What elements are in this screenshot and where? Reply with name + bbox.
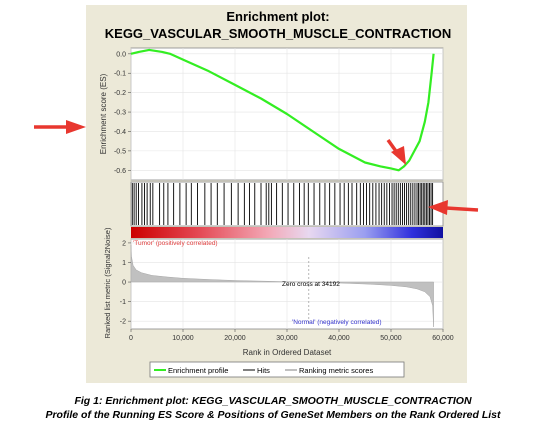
normal-label: 'Normal' (negatively correlated) [292,319,382,326]
es-y-tick-label: -0.4 [114,129,126,136]
es-y-tick-label: -0.5 [114,148,126,155]
es-y-tick-label: 0.0 [116,51,126,58]
es-y-ticks: 0.0 -0.1 -0.2 -0.3 -0.4 -0.5 -0.6 [114,51,131,175]
es-y-tick-label: -0.6 [114,168,126,175]
es-y-axis-label: Enrichment score (ES) [99,73,108,154]
es-grid [130,48,444,180]
figure-title-line1: Enrichment plot: [226,9,329,24]
metric-y-tick-label: -1 [120,299,126,306]
figure-caption-line2: Profile of the Running ES Score & Positi… [45,409,501,421]
figure-caption-line1: Fig 1: Enrichment plot: KEGG_VASCULAR_SM… [74,395,472,407]
metric-y-tick-label: 2 [122,240,126,247]
metric-x-ticks: 0 10,000 20,000 30,000 40,000 50,000 60,000 [129,329,454,342]
es-y-tick-label: -0.2 [114,90,126,97]
metric-y-axis-label: Ranked list metric (Signal2Noise) [103,227,112,338]
es-y-tick-label: -0.3 [114,110,126,117]
metric-y-tick-label: 1 [122,260,126,267]
legend-hits-label: Hits [257,366,270,375]
figure-title-line2: KEGG_VASCULAR_SMOOTH_MUSCLE_CONTRACTION [105,26,451,41]
annotation-arrow-hits [428,200,479,215]
metric-x-tick-label: 50,000 [380,335,402,342]
metric-x-axis-label: Rank in Ordered Dataset [243,348,332,357]
geneset-hits [131,183,434,225]
hits-area [130,181,444,227]
metric-y-ticks: 2 1 0 -1 -2 [120,240,131,326]
annotation-arrow-left [34,120,86,134]
annotation-arrow-minimum [386,138,406,165]
rank-color-bar [131,227,443,238]
metric-x-tick-label: 10,000 [172,335,194,342]
zero-cross-label: Zero cross at 34192 [282,281,340,288]
metric-y-tick-label: -2 [120,319,126,326]
legend-enrichment-label: Enrichment profile [168,366,228,375]
metric-y-tick-label: 0 [122,280,126,287]
metric-x-tick-label: 20,000 [224,335,246,342]
legend-metric-label: Ranking metric scores [299,366,373,375]
metric-x-tick-label: 30,000 [276,335,298,342]
tumor-label: 'Tumor' (positively correlated) [133,240,218,247]
es-y-tick-label: -0.1 [114,71,126,78]
legend-box [149,361,405,378]
metric-x-tick-label: 40,000 [328,335,350,342]
es-profile-line [130,48,435,172]
ranking-metric-area [130,244,434,328]
metric-x-tick-label: 0 [129,335,133,342]
metric-x-tick-label: 60,000 [432,335,454,342]
